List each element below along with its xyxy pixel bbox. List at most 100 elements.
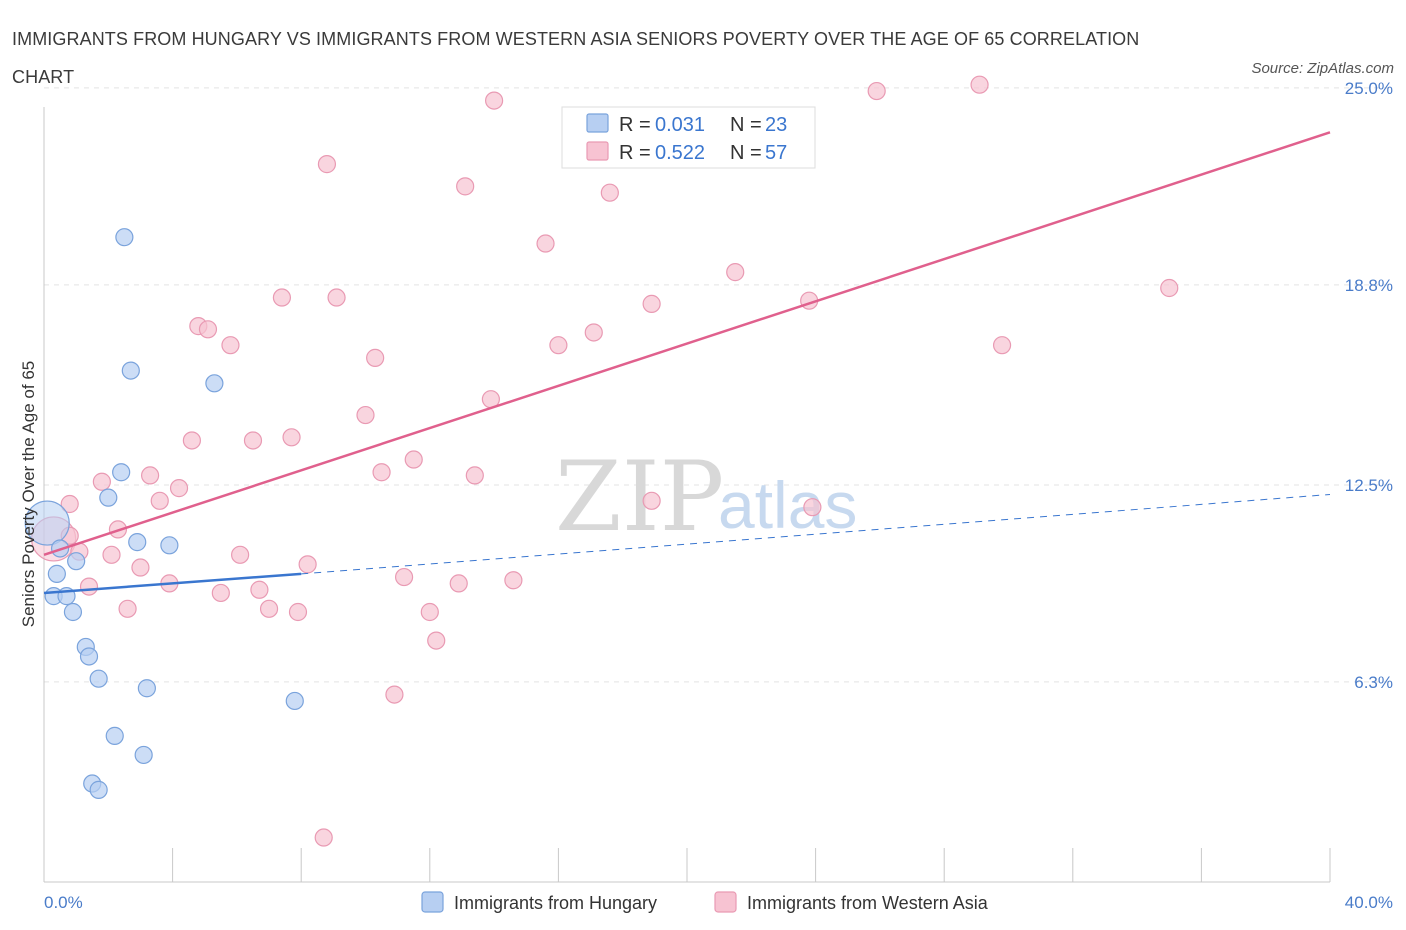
legend-top-r-label-western-asia: R = bbox=[619, 142, 651, 164]
point-western-asia-36 bbox=[427, 631, 446, 650]
watermark-zip: ZIP bbox=[555, 441, 724, 553]
point-hungary-18 bbox=[160, 536, 179, 555]
point-western-asia-28 bbox=[327, 288, 346, 307]
point-hungary-16 bbox=[134, 745, 153, 765]
legend-top-n-value-western-asia: 57 bbox=[765, 142, 787, 164]
legend-top-n-value-hungary: 23 bbox=[765, 114, 787, 136]
legend-top-n-label-western-asia: N = bbox=[730, 142, 762, 164]
point-hungary-11 bbox=[105, 726, 124, 745]
trend-line-hungary bbox=[43, 572, 302, 595]
point-western-asia-34 bbox=[404, 450, 423, 469]
legend-top-n-label-hungary: N = bbox=[730, 114, 762, 136]
point-western-asia-25 bbox=[288, 602, 308, 622]
point-western-asia-16 bbox=[198, 320, 218, 339]
point-western-asia-11 bbox=[150, 491, 169, 510]
point-western-asia-5 bbox=[92, 472, 111, 491]
point-western-asia-4 bbox=[79, 577, 99, 596]
point-western-asia-31 bbox=[372, 463, 391, 482]
y-tick-label-0: 6.3% bbox=[1354, 673, 1393, 692]
point-hungary-19 bbox=[205, 374, 224, 393]
point-western-asia-49 bbox=[726, 263, 745, 282]
legend-label-western-asia: Immigrants from Western Asia bbox=[747, 893, 989, 913]
point-western-asia-14 bbox=[182, 431, 201, 450]
point-western-asia-24 bbox=[282, 428, 301, 447]
point-western-asia-55 bbox=[1160, 278, 1179, 298]
point-western-asia-18 bbox=[221, 336, 240, 355]
legend-top-r-value-western-asia: 0.522 bbox=[655, 142, 705, 164]
chart-title: IMMIGRANTS FROM HUNGARY VS IMMIGRANTS FR… bbox=[12, 29, 1140, 87]
trend-lines bbox=[43, 131, 1331, 595]
point-western-asia-52 bbox=[867, 81, 886, 101]
point-western-asia-44 bbox=[549, 336, 568, 355]
point-hungary-20 bbox=[285, 691, 304, 711]
legend-bottom: Immigrants from Hungary Immigrants from … bbox=[421, 891, 989, 913]
watermark: ZIP atlas bbox=[555, 441, 857, 553]
point-western-asia-13 bbox=[169, 479, 189, 498]
legend-top-r-value-hungary: 0.031 bbox=[655, 114, 705, 136]
point-western-asia-20 bbox=[243, 431, 263, 450]
point-hungary-5 bbox=[63, 602, 83, 622]
point-western-asia-9 bbox=[131, 558, 150, 577]
trend-line-western-asia bbox=[43, 131, 1331, 557]
trend-extension-hungary bbox=[301, 493, 1331, 575]
hungary-points bbox=[24, 228, 304, 799]
legend-label-hungary: Immigrants from Hungary bbox=[454, 893, 657, 913]
point-hungary-15 bbox=[128, 533, 147, 552]
point-western-asia-21 bbox=[250, 580, 269, 599]
y-tick-label-1: 12.5% bbox=[1345, 476, 1393, 495]
y-tick-label-2: 18.8% bbox=[1345, 276, 1393, 295]
legend-swatch-hungary bbox=[421, 891, 444, 913]
point-western-asia-43 bbox=[536, 234, 555, 253]
legend-swatch-western-asia bbox=[714, 891, 737, 913]
source-credit: Source: ZipAtlas.com bbox=[1251, 60, 1394, 77]
point-western-asia-23 bbox=[272, 288, 292, 307]
point-western-asia-54 bbox=[992, 336, 1012, 355]
legend-top-swatch-hungary bbox=[586, 113, 609, 133]
point-hungary-9 bbox=[89, 669, 108, 688]
point-western-asia-53 bbox=[970, 75, 989, 94]
point-western-asia-56 bbox=[314, 828, 333, 847]
point-western-asia-39 bbox=[465, 466, 484, 485]
watermark-atlas: atlas bbox=[718, 468, 857, 542]
y-tick-label-3: 25.0% bbox=[1345, 79, 1393, 98]
point-western-asia-29 bbox=[356, 405, 375, 425]
y-axis-label: Seniors Poverty Over the Age of 65 bbox=[19, 361, 38, 627]
point-western-asia-8 bbox=[118, 599, 137, 618]
x-tick-label-min: 0.0% bbox=[44, 893, 83, 912]
x-ticks bbox=[43, 848, 1331, 882]
point-hungary-12 bbox=[112, 463, 131, 482]
point-hungary-10 bbox=[99, 488, 118, 507]
point-western-asia-42 bbox=[504, 571, 523, 590]
point-hungary-14 bbox=[121, 361, 140, 380]
point-western-asia-22 bbox=[259, 599, 279, 618]
point-hungary-2 bbox=[47, 564, 66, 583]
gridlines bbox=[44, 87, 1390, 683]
point-western-asia-38 bbox=[456, 177, 475, 196]
point-western-asia-48 bbox=[642, 491, 661, 510]
point-hungary-0 bbox=[24, 500, 70, 546]
point-western-asia-17 bbox=[211, 583, 230, 603]
point-hungary-22 bbox=[89, 780, 108, 799]
point-western-asia-32 bbox=[385, 685, 404, 704]
point-western-asia-41 bbox=[485, 91, 504, 110]
point-western-asia-30 bbox=[366, 348, 385, 367]
point-western-asia-26 bbox=[298, 555, 317, 574]
point-hungary-17 bbox=[137, 679, 156, 698]
y-tick-labels: 6.3% 12.5% 18.8% 25.0% bbox=[1345, 79, 1393, 692]
legend-top-swatch-western-asia bbox=[586, 141, 609, 161]
point-western-asia-45 bbox=[584, 323, 603, 342]
point-western-asia-51 bbox=[803, 498, 822, 517]
legend-top-r-label-hungary: R = bbox=[619, 114, 651, 136]
legend-top: R = 0.031 N = 23 R = 0.522 N = 57 bbox=[561, 106, 816, 169]
point-western-asia-27 bbox=[317, 155, 337, 174]
point-western-asia-6 bbox=[102, 545, 121, 564]
point-western-asia-19 bbox=[231, 545, 250, 564]
point-western-asia-33 bbox=[394, 567, 414, 587]
point-western-asia-37 bbox=[449, 574, 468, 593]
point-western-asia-47 bbox=[642, 294, 661, 313]
point-hungary-13 bbox=[115, 228, 134, 247]
point-hungary-6 bbox=[67, 552, 86, 571]
point-western-asia-10 bbox=[140, 466, 160, 485]
point-western-asia-46 bbox=[600, 183, 619, 202]
